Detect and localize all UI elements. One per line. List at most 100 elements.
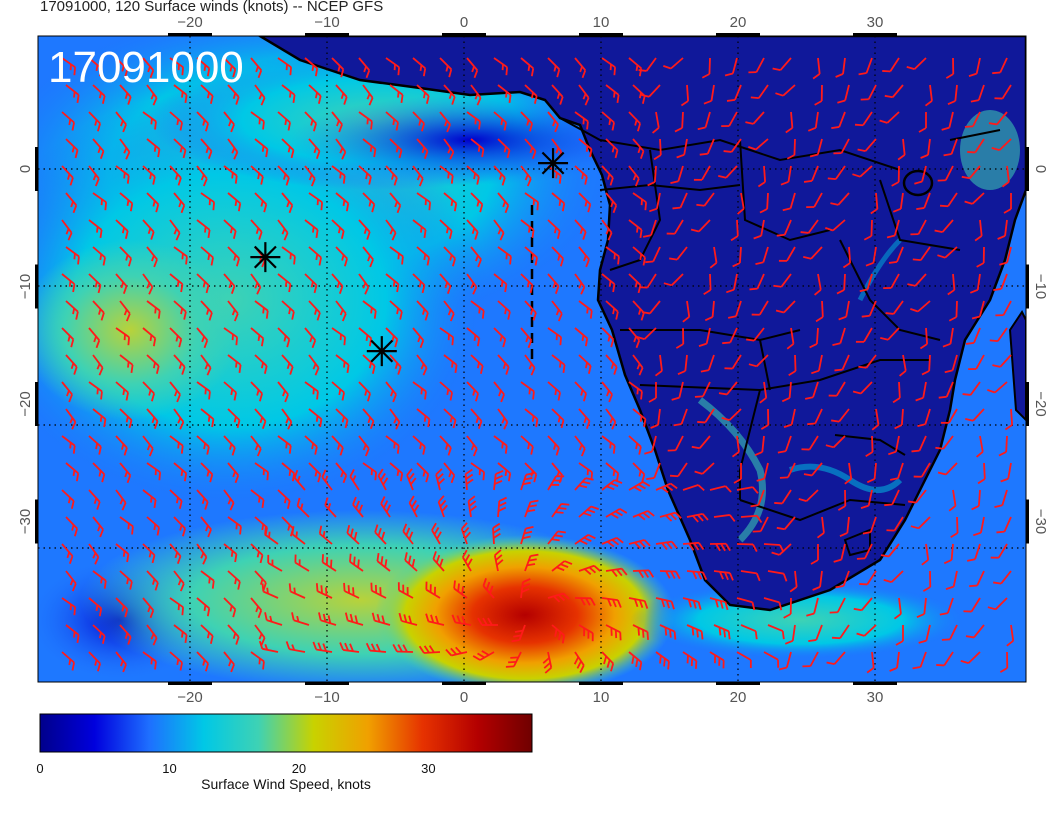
wind-barb [852,165,873,178]
wind-barb [200,354,212,376]
wind-barb [605,192,618,214]
wind-barb [745,111,765,125]
wind-barb [377,468,389,491]
wind-barb [524,408,539,428]
colorbar [39,713,533,753]
wind-barb [673,408,688,427]
wind-barb [196,435,210,455]
wind-barb [277,219,289,241]
wind-barb [605,138,619,159]
lon-tick-mark-top [442,33,486,36]
wind-barb [767,570,788,582]
wind-barb [740,514,763,523]
wind-barb [412,57,427,77]
wind-barb [682,484,705,492]
wind-barb [605,567,628,578]
wind-barb [524,300,537,321]
wind-barb [142,219,155,240]
wind-barb [169,651,183,671]
wind-barb [809,327,819,349]
wind-barb [318,612,337,626]
wind-barb [578,505,599,518]
wind-barb [726,273,738,294]
wind-barb [196,273,210,294]
wind-barb [385,111,399,131]
wind-barb [988,111,1008,126]
wind-barb [968,354,985,370]
wind-barb [416,300,429,321]
wind-barb [551,624,566,644]
wind-barb [632,300,645,321]
wind-barb [732,246,742,268]
wind-barb [119,354,134,373]
lon-tick-label-top: −20 [177,14,202,31]
lat-tick-mark-left [35,382,38,426]
wind-barb [331,165,346,184]
colorbar-label: Surface Wind Speed, knots [201,776,371,792]
wind-barb [831,111,846,130]
wind-barb [227,138,239,160]
wind-barb [169,381,181,403]
wind-barb [412,273,426,294]
wind-barb [173,516,186,537]
wind-barb [460,522,472,545]
wind-barb [308,84,322,104]
wind-barb [724,354,742,370]
wind-barb [520,578,531,599]
wind-barb [281,408,293,430]
wind-barb [632,569,655,579]
wind-barb [827,165,846,181]
lat-tick-label-right: −10 [1032,274,1049,299]
wind-barb [644,435,657,455]
wind-barb [439,273,452,294]
wind-barb [304,111,317,132]
wind-barb [169,543,182,564]
wind-barb [639,273,657,289]
wind-barb [999,651,1009,673]
wind-barb [520,435,534,455]
wind-barb [605,508,628,519]
wind-barb [733,463,742,484]
wind-barb [352,496,364,518]
wind-barb [293,469,306,491]
wind-barb [740,624,758,640]
wind-barb [574,534,596,545]
wind-barb [254,462,270,481]
lon-tick-label-top: −10 [314,14,339,31]
wind-barb [861,300,877,318]
wind-barb [551,246,564,267]
wind-barb [605,300,619,320]
wind-barb [574,435,586,457]
wind-barb [891,165,900,187]
wind-barb [641,84,661,98]
wind-barb [789,570,798,593]
wind-barb [250,273,262,295]
wind-barb [551,354,566,373]
wind-barb [412,219,427,238]
wind-barb [223,381,237,401]
wind-barb [939,597,954,616]
wind-barb [632,624,649,640]
wind-barb [497,300,511,320]
wind-barb [196,57,211,77]
wind-barb [389,246,404,265]
wind-barb [88,111,101,132]
wind-barb [578,624,594,642]
wind-barb [680,84,690,107]
wind-barb [335,246,348,267]
wind-barb [443,84,456,105]
wind-barb [831,408,850,423]
wind-barb [551,84,564,105]
wind-barb [727,300,742,319]
wind-barb [852,381,873,395]
wind-barb [940,408,958,424]
wind-barb [654,354,663,377]
wind-barb [467,495,477,518]
wind-barb [520,525,534,545]
wind-barb [470,354,484,374]
wind-barb [451,614,472,626]
wind-barb [443,300,455,322]
wind-barb [227,84,240,105]
wind-barb [169,111,183,131]
wind-barb [358,273,370,295]
